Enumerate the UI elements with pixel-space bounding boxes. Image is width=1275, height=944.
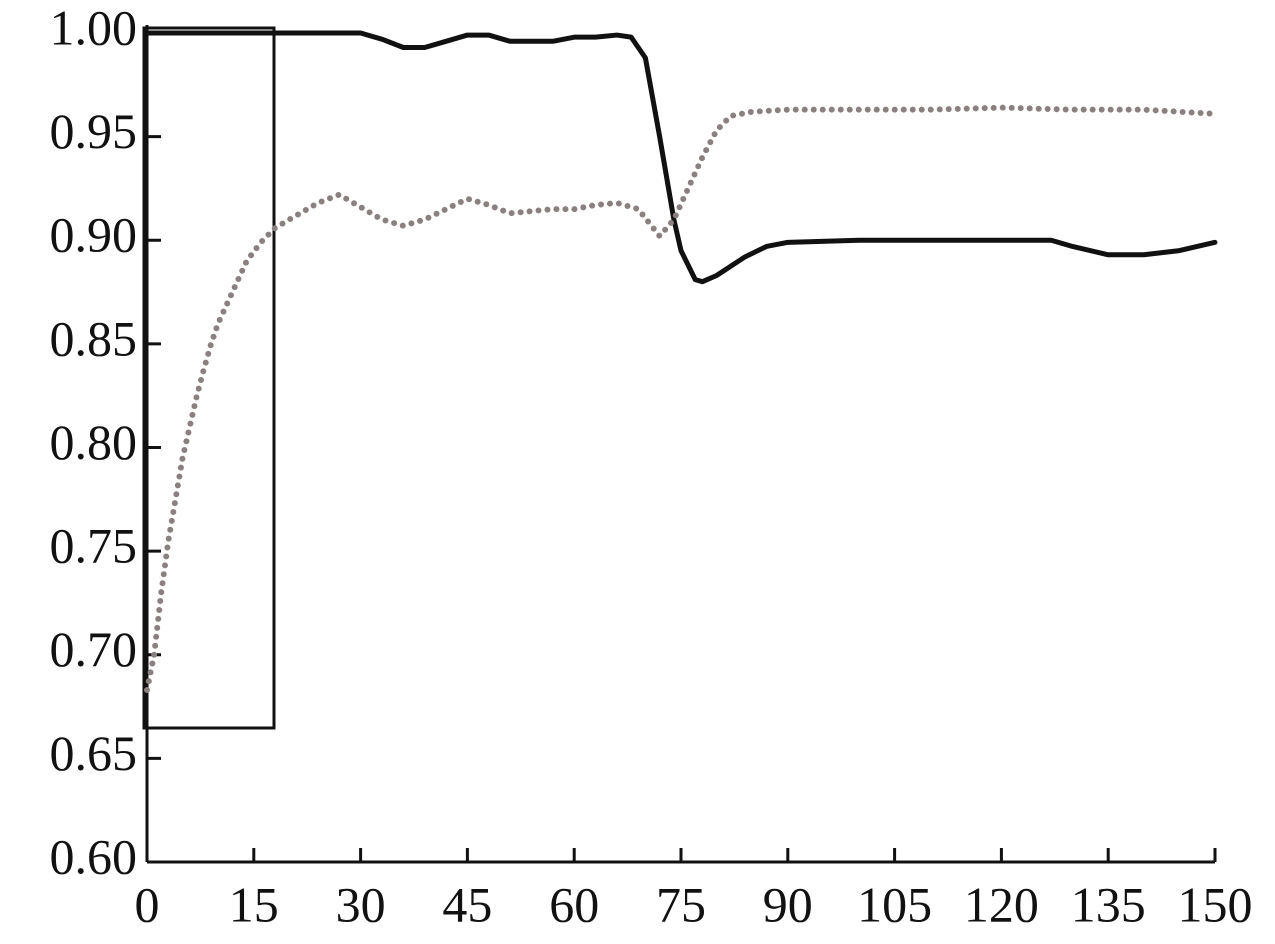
x-tick-label: 0 xyxy=(135,876,160,932)
y-tick-label: 0.65 xyxy=(50,725,138,781)
x-tick-label: 30 xyxy=(336,876,386,932)
x-tick-label: 45 xyxy=(442,876,492,932)
y-tick-label: 0.95 xyxy=(50,103,138,159)
y-tick-label: 0.80 xyxy=(50,414,138,470)
x-tick-label: 15 xyxy=(229,876,279,932)
x-tick-label: 120 xyxy=(964,876,1039,932)
y-tick-label: 0.75 xyxy=(50,518,138,574)
y-tick-label: 0.70 xyxy=(50,621,138,677)
y-tick-label: 0.85 xyxy=(50,310,138,366)
highlight-box xyxy=(142,26,276,730)
line xyxy=(144,30,1218,285)
y-tick-label: 0.90 xyxy=(50,207,138,263)
x-tick-label: 135 xyxy=(1071,876,1146,932)
x-tick-label: 150 xyxy=(1178,876,1253,932)
x-tick-label: 60 xyxy=(549,876,599,932)
x-tick-label: 90 xyxy=(763,876,813,932)
x-tick-label: 105 xyxy=(857,876,932,932)
y-tick-label: 1.00 xyxy=(50,0,138,55)
line xyxy=(144,104,1218,693)
y-tick-label: 0.60 xyxy=(50,828,138,884)
x-tick-label: 75 xyxy=(656,876,706,932)
